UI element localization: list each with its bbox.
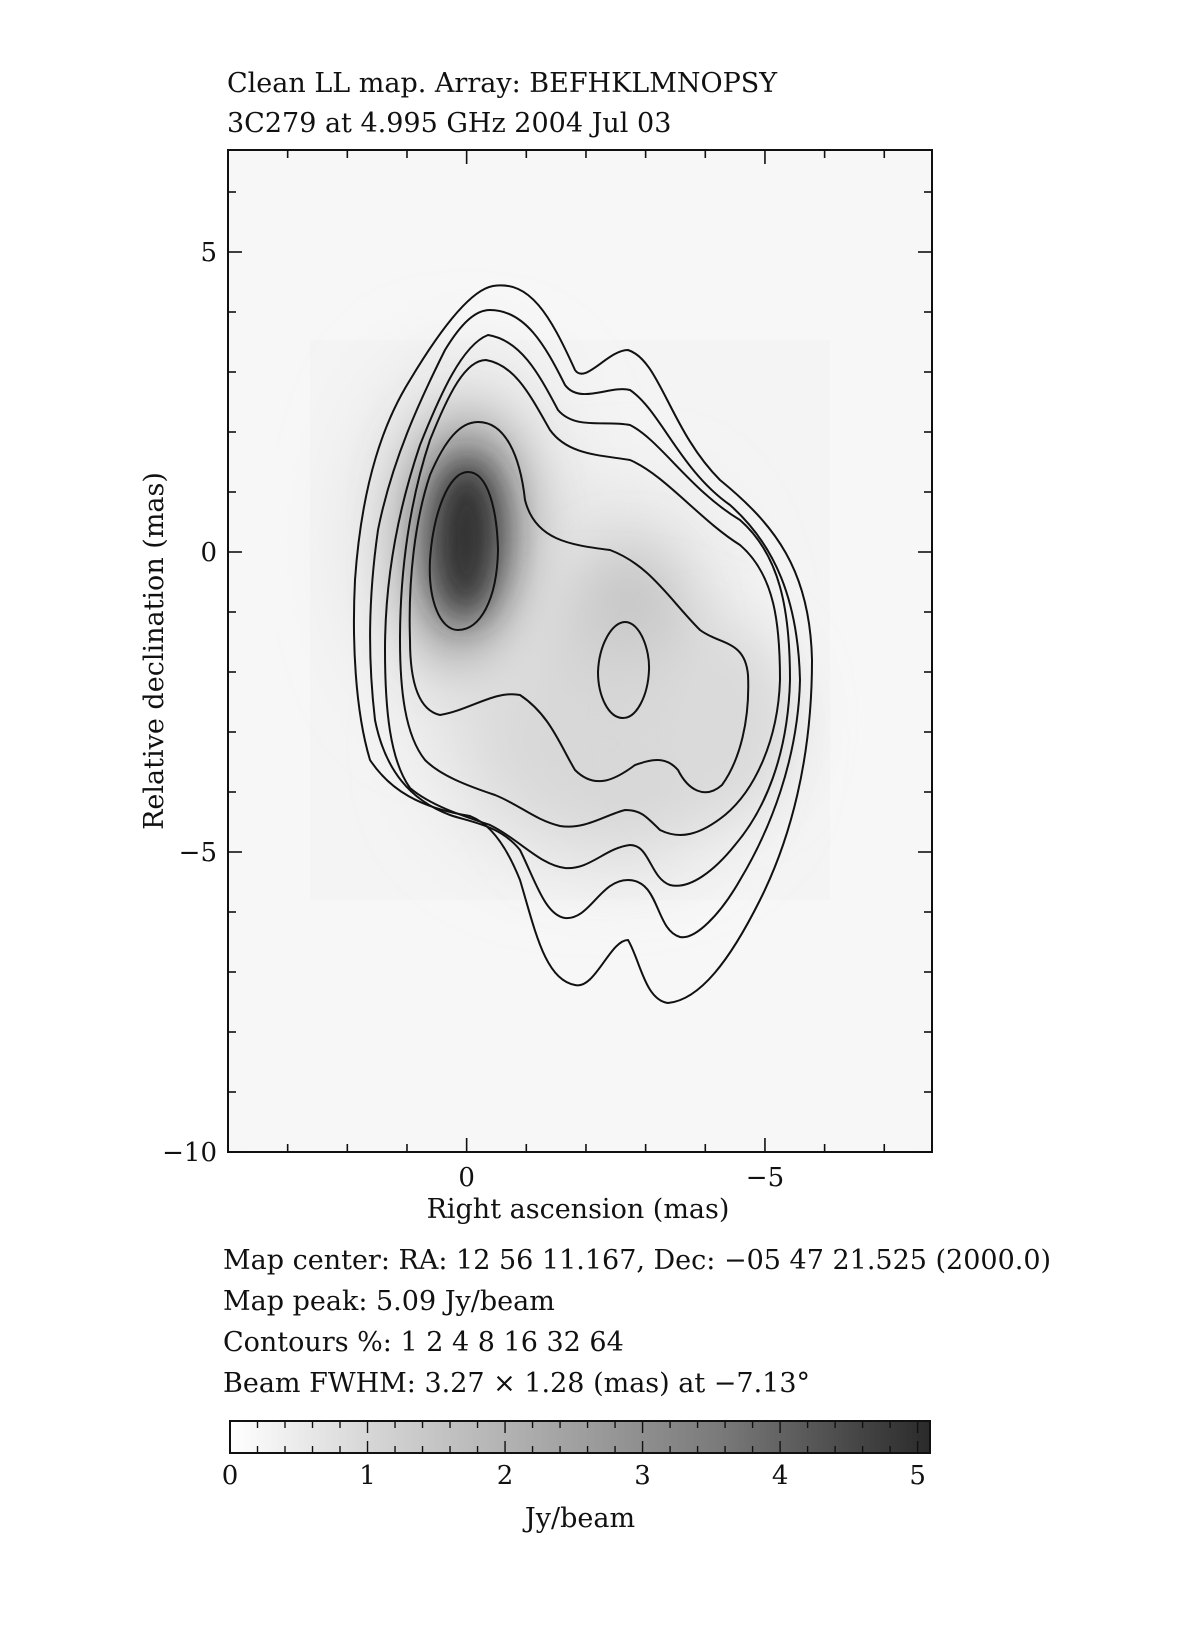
x-tick-label: −5 <box>746 1163 784 1193</box>
beam-info: Beam FWHM: 3.27 × 1.28 (mas) at −7.13° <box>223 1368 811 1399</box>
axis-ticks <box>228 150 932 1153</box>
axis-tick-labels: 0 −5 5 0 −5 −10 <box>162 238 784 1193</box>
contour-4pct <box>383 333 792 887</box>
plot-frame <box>227 149 933 1153</box>
colorbar-tick-label: 1 <box>359 1461 376 1491</box>
colorbar-ticks <box>229 1421 919 1453</box>
y-tick-label: −10 <box>162 1138 217 1168</box>
colorbar-tick-label: 2 <box>497 1461 514 1491</box>
x-tick-label: 0 <box>458 1163 475 1193</box>
colorbar-tick-label: 0 <box>222 1461 239 1491</box>
x-axis-label: Right ascension (mas) <box>427 1194 730 1225</box>
colorbar-tick-label: 3 <box>634 1461 651 1491</box>
contour-1pct <box>352 284 814 1005</box>
contour-lines <box>352 284 814 1005</box>
contour-16pct <box>408 420 750 794</box>
map-center-info: Map center: RA: 12 56 11.167, Dec: −05 4… <box>223 1245 1052 1276</box>
y-axis-label: Relative declination (mas) <box>139 472 170 830</box>
emission-outer-jet <box>653 630 794 810</box>
colorbar-tick-label: 4 <box>772 1461 789 1491</box>
colorbar-tick-label: 5 <box>909 1461 926 1491</box>
colorbar <box>229 1420 931 1454</box>
y-tick-label: 0 <box>200 538 217 568</box>
contour-32pct-knot <box>596 620 651 720</box>
y-tick-label: 5 <box>200 238 217 268</box>
contour-2pct <box>369 308 802 939</box>
intensity-image <box>228 150 932 1152</box>
contour-levels-info: Contours %: 1 2 4 8 16 32 64 <box>223 1327 624 1358</box>
map-peak-info: Map peak: 5.09 Jy/beam <box>223 1286 555 1317</box>
contour-32pct <box>428 470 500 632</box>
y-tick-label: −5 <box>179 838 217 868</box>
colorbar-tick-labels: 0 1 2 3 4 5 <box>222 1461 926 1491</box>
colorbar-label: Jy/beam <box>522 1503 635 1534</box>
chart-title: Clean LL map. Array: BEFHKLMNOPSY <box>227 68 778 99</box>
contour-8pct <box>398 358 782 836</box>
emission-core-core <box>431 460 502 620</box>
chart-subtitle: 3C279 at 4.995 GHz 2004 Jul 03 <box>227 108 672 139</box>
